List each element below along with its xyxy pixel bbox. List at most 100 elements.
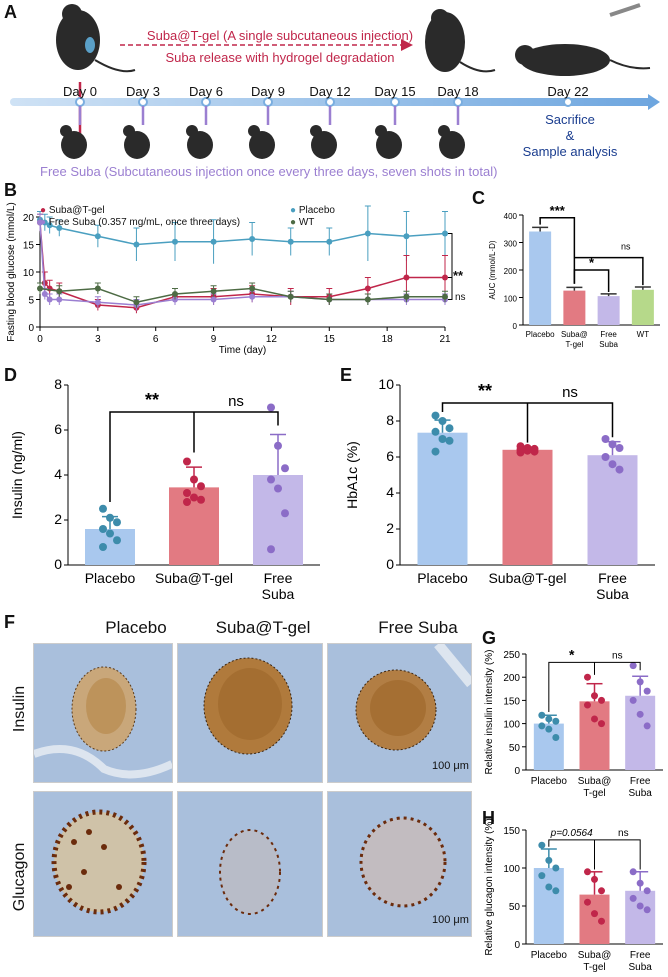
H-ytick-label: 50 [509, 902, 521, 913]
h-sig-1: p=0.0564 [550, 828, 593, 839]
E-dot [523, 446, 532, 455]
H-ytick-label: 150 [503, 826, 520, 837]
C-bar-1 [563, 290, 586, 325]
timeline-tick-3 [263, 97, 273, 107]
D-dot [274, 484, 282, 493]
E-xtick-label: Suba [596, 586, 629, 602]
G-dot [584, 701, 591, 709]
b-ytick-label: 0 [28, 323, 34, 334]
H-xtick-label: Placebo [531, 950, 568, 961]
C-bar-0 [529, 231, 552, 325]
C-bar-2 [597, 296, 620, 325]
H-dot [584, 898, 591, 906]
b-series-line-3 [39, 287, 445, 304]
b-point [442, 230, 448, 237]
row-label-glucagon: Glucagon [11, 842, 28, 912]
G-bar-1 [579, 701, 610, 770]
H-dot [636, 879, 644, 887]
D-dot [267, 403, 275, 412]
g-bracket [548, 661, 641, 712]
c-sig-2: * [589, 255, 595, 270]
G-dot [629, 696, 637, 704]
b-point [56, 225, 63, 231]
D-dot [99, 543, 107, 551]
b-point [326, 238, 333, 245]
E-bar-2 [587, 455, 638, 565]
micrograph-glucagon-placebo [33, 791, 173, 937]
E-dot [438, 435, 447, 443]
b-point [172, 238, 178, 245]
insulin-bar-chart: 0 2 4 6 8 Insulin (ng/ml) Placebo Suba@T-gel Fre… [9, 376, 320, 602]
E-bar-0 [417, 432, 468, 565]
D-dot [113, 518, 121, 527]
mouse-icon-free-4 [311, 131, 337, 159]
micrograph-insulin-placebo [33, 643, 173, 783]
timeline-tick-6 [453, 97, 463, 107]
injection-markers [60, 106, 465, 159]
C-bar-3 [631, 289, 654, 325]
timeline-tick-7 [563, 97, 573, 107]
E-xtick-label: Free [598, 570, 627, 586]
mouse-head-free-1 [123, 125, 135, 137]
D-ytick-label: 0 [54, 556, 62, 572]
b-point [249, 285, 256, 292]
c-bracket-3 [574, 256, 644, 286]
D-ytick-label: 6 [54, 421, 62, 437]
mouse-icon-free-5 [376, 131, 402, 159]
E-dot [530, 447, 539, 456]
H-xtick-label: Free [630, 950, 651, 961]
b-point [403, 293, 410, 300]
G-dot [598, 720, 605, 728]
b-point [41, 291, 48, 297]
scale-bar-glucagon: 100 μm [432, 914, 469, 926]
c-sig-3: ns [621, 242, 631, 252]
G-dot [643, 722, 651, 730]
E-ytick-label: 4 [386, 484, 394, 500]
E-dot [431, 411, 440, 420]
C-xtick-label: T-gel [565, 340, 583, 349]
b-point [442, 293, 448, 300]
b-point [210, 288, 217, 295]
mouse-icon-free-6 [439, 131, 465, 159]
b-bracket-lower [448, 277, 453, 300]
H-bar-1 [579, 894, 610, 944]
auc-bar-chart: 0 100 200 300 400 AUC (mmol/L·D) Placebo Suba@T… [488, 203, 660, 349]
H-dot [545, 856, 553, 864]
D-dot [183, 457, 191, 466]
G-dot [629, 662, 637, 670]
micrograph-glucagon-suba-gel [177, 791, 323, 937]
row-label-insulin: Insulin [11, 685, 28, 733]
D-dot [267, 475, 275, 484]
timeline-tick-4 [325, 97, 335, 107]
H-ytick-label: 0 [514, 940, 520, 951]
b-point [56, 296, 63, 303]
D-ylabel: Insulin (ng/ml) [9, 431, 25, 519]
b-point [37, 219, 43, 226]
b-ytick-label: 5 [28, 296, 34, 307]
D-dot [281, 464, 289, 473]
D-ytick-label: 2 [54, 511, 62, 527]
D-dot [113, 536, 121, 545]
C-ytick-label: 300 [504, 240, 518, 249]
C-ytick-label: 0 [513, 322, 518, 331]
C-ylabel: AUC (mmol/L·D) [488, 240, 497, 299]
D-dot [99, 504, 107, 513]
G-dot [636, 678, 644, 686]
b-xtick-label: 15 [324, 334, 336, 345]
mouse-icon-start [56, 4, 136, 73]
C-xtick-label: Suba@ [561, 330, 588, 339]
G-ylabel: Relative insulin intensity (%) [484, 649, 495, 774]
E-dot [601, 453, 610, 461]
mouse-head-free-3 [248, 125, 260, 137]
panel-f-label: F [4, 612, 15, 632]
b-point [249, 236, 256, 242]
panel-b-label: B [4, 180, 17, 200]
D-xtick-label: Suba@T-gel [155, 570, 233, 586]
mouse-head-free-4 [310, 125, 322, 137]
timeline-tick-5 [390, 97, 400, 107]
E-dot [615, 444, 624, 452]
col-title-free-suba: Free Suba [378, 618, 458, 637]
b-point [41, 219, 48, 226]
b-point [249, 293, 256, 300]
glucose-line-chart: 0 5 10 15 20 0 3 6 9 12 15 18 21 Time (day) Fasting bl… [6, 202, 453, 356]
